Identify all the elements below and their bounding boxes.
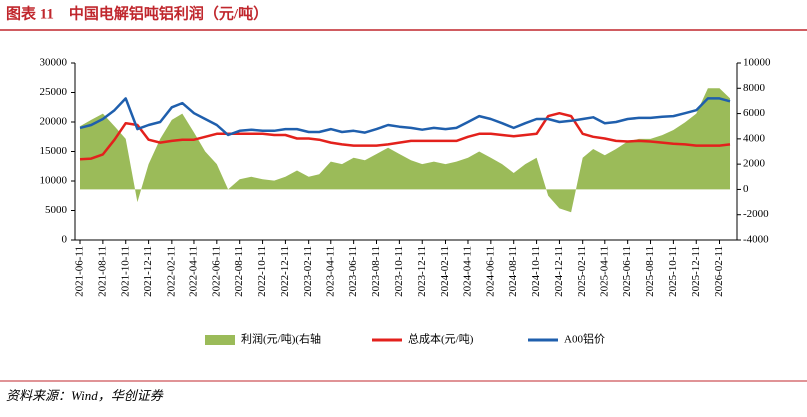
y-tick-label: 30000	[40, 57, 68, 69]
x-tick-label: 2025-06-11	[621, 246, 633, 297]
y2-tick-label: 8000	[743, 82, 766, 94]
x-tick-label: 2021-08-11	[96, 246, 108, 297]
y-tick-label: 20000	[40, 116, 68, 128]
x-tick-label: 2026-02-11	[713, 246, 725, 297]
y-tick-label: 15000	[40, 145, 68, 157]
y-tick-label: 0	[62, 234, 68, 246]
y2-tick-label: 6000	[743, 107, 766, 119]
y2-tick-label: -2000	[743, 208, 769, 220]
x-tick-label: 2024-10-11	[530, 246, 542, 297]
y-tick-label: 5000	[45, 204, 68, 216]
x-tick-label: 2023-12-11	[416, 246, 428, 297]
x-tick-label: 2021-06-11	[74, 246, 86, 297]
x-tick-label: 2024-02-11	[439, 246, 451, 297]
x-tick-label: 2024-06-11	[484, 246, 496, 297]
x-tick-label: 2022-06-11	[210, 246, 222, 297]
legend-label: 利润(元/吨)(右轴	[241, 332, 321, 346]
x-tick-label: 2021-12-11	[142, 246, 154, 297]
y-tick-label: 25000	[40, 86, 68, 98]
legend-label: 总成本(元/吨)	[408, 332, 474, 346]
x-tick-label: 2021-10-11	[119, 246, 131, 297]
x-tick-label: 2024-12-11	[553, 246, 565, 297]
x-tick-label: 2025-02-11	[576, 246, 588, 297]
x-tick-label: 2022-02-11	[165, 246, 177, 297]
x-tick-label: 2025-04-11	[598, 246, 610, 297]
series-line	[79, 111, 731, 161]
x-tick-label: 2024-08-11	[507, 246, 519, 297]
x-tick-label: 2023-04-11	[324, 246, 336, 297]
chart-title: 图表 11 中国电解铝吨铝利润（元/吨）	[6, 4, 268, 22]
y2-tick-label: 0	[743, 183, 749, 195]
legend-swatch	[205, 335, 235, 345]
x-tick-label: 2024-04-11	[462, 246, 474, 297]
y2-tick-label: 10000	[743, 57, 771, 69]
profit-area	[80, 88, 730, 213]
source: 资料来源：Wind，华创证券	[6, 388, 164, 403]
x-tick-label: 2022-10-11	[256, 246, 268, 297]
series-line	[79, 97, 731, 137]
legend-label: A00铝价	[564, 332, 605, 346]
y2-tick-label: 2000	[743, 158, 766, 170]
y2-tick-label: 4000	[743, 132, 766, 144]
y-tick-label: 10000	[40, 175, 68, 187]
y2-tick-label: -4000	[743, 234, 769, 246]
x-tick-label: 2022-04-11	[187, 246, 199, 297]
x-tick-label: 2023-02-11	[302, 246, 314, 297]
x-tick-label: 2025-08-11	[644, 246, 656, 297]
x-tick-label: 2025-12-11	[690, 246, 702, 297]
x-tick-label: 2025-10-11	[667, 246, 679, 297]
x-tick-label: 2023-06-11	[347, 246, 359, 297]
x-tick-label: 2023-08-11	[370, 246, 382, 297]
x-tick-label: 2022-08-11	[233, 246, 245, 297]
x-tick-label: 2023-10-11	[393, 246, 405, 297]
x-tick-label: 2022-12-11	[279, 246, 291, 297]
